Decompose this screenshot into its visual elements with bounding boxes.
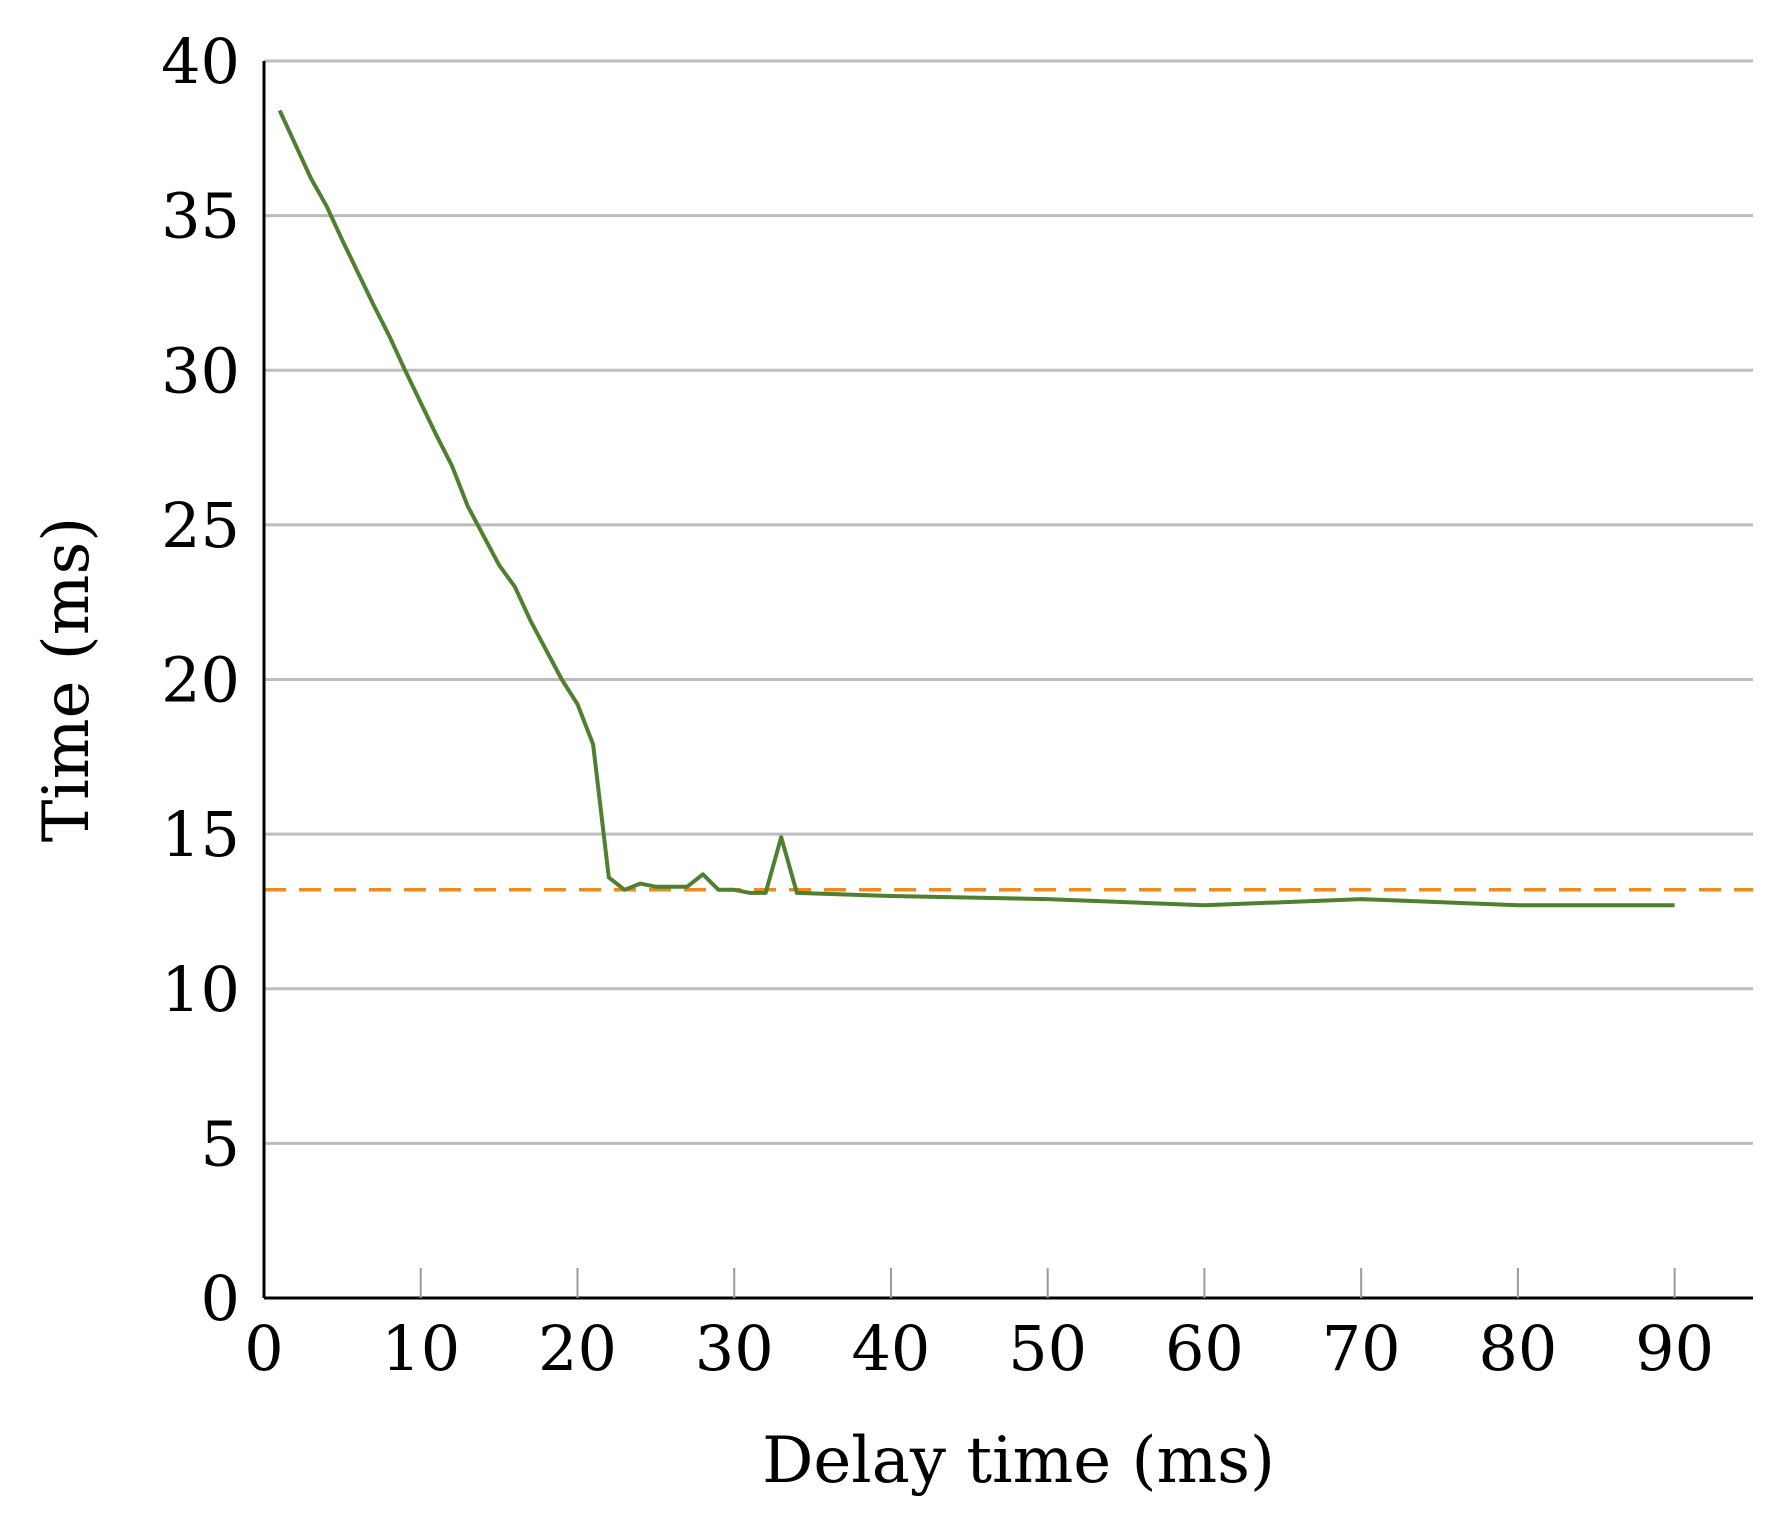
y-tick-label: 20 bbox=[161, 644, 240, 717]
series-line-1 bbox=[277, 109, 1675, 908]
x-tick-label: 90 bbox=[1635, 1312, 1714, 1385]
grid-layer bbox=[264, 59, 1753, 1145]
x-tick-layer: 0 10 20 30 40 50 60 70 80 90 bbox=[244, 1268, 1714, 1385]
y-tick-label: 40 bbox=[161, 25, 240, 98]
y-tick-label: 25 bbox=[161, 489, 240, 562]
x-tick-label: 10 bbox=[381, 1312, 460, 1385]
x-tick-label: 30 bbox=[695, 1312, 774, 1385]
y-tick-label: 30 bbox=[161, 334, 240, 407]
x-tick-label: 50 bbox=[1008, 1312, 1087, 1385]
y-tick-label: 35 bbox=[161, 180, 240, 253]
x-tick-label: 60 bbox=[1165, 1312, 1244, 1385]
x-tick-label: 0 bbox=[244, 1312, 283, 1385]
y-tick-label: 10 bbox=[161, 953, 240, 1026]
x-tick-label: 20 bbox=[538, 1312, 617, 1385]
series-layer bbox=[277, 109, 1675, 908]
y-tick-label: 0 bbox=[201, 1262, 240, 1335]
axis-layer bbox=[262, 61, 1753, 1300]
x-tick-label: 80 bbox=[1478, 1312, 1557, 1385]
x-axis-label: Delay time (ms) bbox=[762, 1424, 1275, 1498]
y-tick-label: 15 bbox=[161, 798, 240, 871]
x-tick-label: 70 bbox=[1322, 1312, 1401, 1385]
y-axis-label: Time (ms) bbox=[30, 517, 104, 843]
y-tick-label: 5 bbox=[201, 1107, 240, 1180]
x-tick-label: 40 bbox=[851, 1312, 930, 1385]
y-tick-layer: 0 5 10 15 20 25 30 35 40 bbox=[161, 25, 240, 1335]
